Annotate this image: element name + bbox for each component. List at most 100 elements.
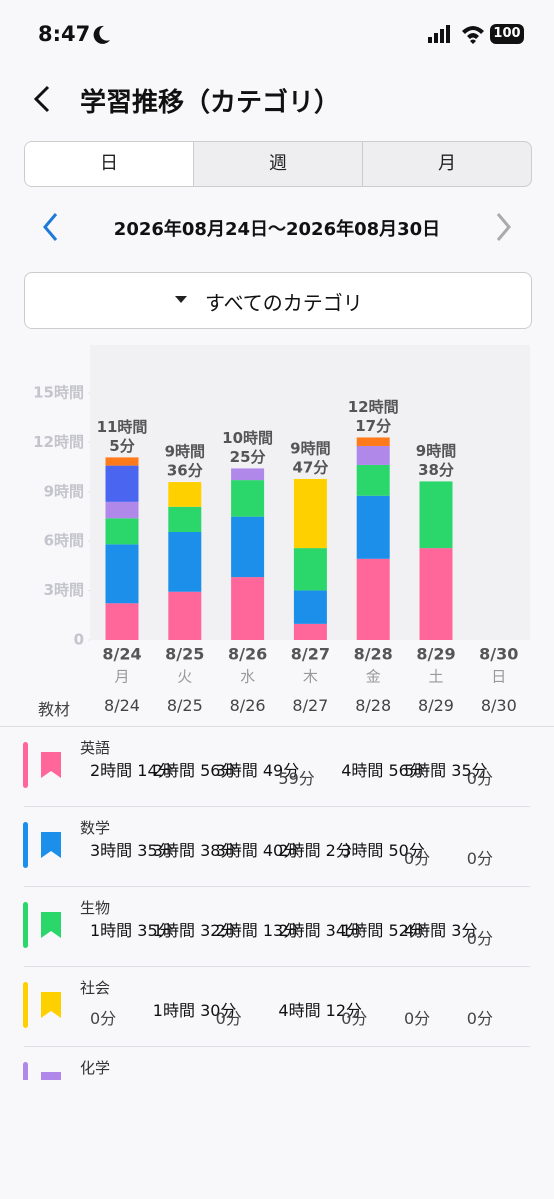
table-cell: 0分: [90, 1009, 117, 1028]
total-label: 10時間: [222, 429, 273, 447]
subject-name: 生物: [80, 899, 111, 917]
x-tick-label: 8/25: [165, 645, 204, 664]
row-divider: [24, 1046, 530, 1047]
bar-segment: [293, 590, 327, 624]
table-cell: 0分: [341, 1009, 368, 1028]
tab[interactable]: 日: [25, 142, 194, 186]
weekday-label: 水: [240, 668, 255, 686]
table-header: 8/30: [480, 696, 517, 715]
y-tick-label: 12時間: [33, 433, 84, 451]
table-cell: 4時間 3分: [404, 921, 478, 940]
bookmark-icon: [41, 912, 61, 938]
page-title: 学習推移（カテゴリ）: [80, 88, 341, 118]
table-header: 8/29: [418, 696, 454, 715]
weekday-label: 日: [491, 668, 506, 686]
y-tick-label: 15時間: [33, 384, 84, 402]
bar-segment: [356, 437, 390, 447]
row-color-bar: [23, 902, 28, 948]
bar-segment: [356, 446, 390, 465]
row-color-bar: [23, 742, 28, 788]
table-cell: 3時間 38分: [152, 841, 237, 860]
table-cell: 1時間 52分: [341, 921, 425, 940]
table-cell: 4時間 12分: [278, 1001, 363, 1020]
bar-segment: [231, 516, 265, 578]
weekday-label: 土: [428, 668, 443, 686]
bar-segment: [168, 482, 202, 507]
category-dropdown[interactable]: すべてのカテゴリ: [24, 272, 532, 329]
table-cell: 0分: [466, 1009, 493, 1028]
table-cell: 0分: [404, 1009, 431, 1028]
table-cell: 2時間 34分: [278, 921, 363, 940]
table: 教材 8/24 8/25 8/26 8/27 8/28 8/29 8/30 英語 2時間 14分 2…: [0, 690, 554, 1080]
weekday-label: 火: [177, 668, 192, 686]
y-tick-label: 3時間: [44, 581, 84, 599]
table-cell: 3時間 40分: [215, 841, 300, 860]
moon-icon: [93, 25, 110, 44]
table-header: 8/27: [292, 696, 329, 715]
table-cell: 3時間 50分: [341, 841, 425, 860]
row-color-bar: [23, 982, 28, 1028]
back-button[interactable]: [30, 84, 54, 114]
bar-segment: [105, 544, 139, 604]
table-cell: 0分: [466, 769, 493, 788]
divider: [0, 726, 554, 727]
total-label: 11時間: [97, 418, 148, 436]
weekday-label: 金: [366, 668, 381, 686]
table-cell: 1時間 35分: [90, 921, 174, 940]
table-cell: 0分: [215, 1009, 242, 1028]
total-label: 9時間: [416, 442, 456, 460]
subject-name: 数学: [80, 819, 111, 837]
y-tick-label: 0: [74, 631, 84, 649]
table-cell: 2時間 13分: [215, 921, 300, 940]
bar-segment: [105, 603, 139, 640]
table-header: 8/25: [166, 696, 203, 715]
table-cell: 0分: [404, 849, 431, 868]
dropdown-arrow: [175, 296, 187, 303]
bar-segment: [231, 480, 265, 517]
table-cell: 2時間 2分: [278, 841, 352, 860]
table-cell: 0分: [466, 849, 493, 868]
prev-button[interactable]: [40, 212, 62, 242]
bar-segment: [419, 481, 453, 549]
tab[interactable]: 週: [194, 142, 363, 186]
bookmark-icon: [41, 832, 61, 858]
bar-segment: [105, 465, 139, 502]
table-cell: 0分: [466, 929, 493, 948]
total-label: 36分: [167, 462, 203, 480]
total-label: 9時間: [290, 439, 330, 457]
table-cell: 1時間 32分: [152, 921, 237, 940]
bar-segment: [105, 501, 139, 519]
bookmark-icon: [41, 992, 61, 1018]
wifi-icon: [462, 26, 484, 44]
row-divider: [24, 806, 530, 807]
period-tabs: 日 週 月: [24, 141, 532, 187]
bar-segment: [356, 495, 390, 559]
total-label: 17分: [355, 417, 391, 435]
tab[interactable]: 月: [438, 153, 456, 174]
table-header: 8/24: [104, 696, 140, 715]
weekday-label: 月: [114, 668, 129, 686]
x-tick-label: 8/28: [354, 645, 393, 664]
date-range: 2026年08月24日〜2026年08月30日: [113, 219, 441, 240]
table-header: 8/28: [355, 696, 392, 715]
battery: 100: [490, 24, 524, 44]
subject-name: 英語: [80, 739, 111, 757]
table-cell: 2時間 14分: [90, 761, 174, 780]
table-header: 教材: [37, 700, 70, 719]
total-label: 25分: [230, 448, 266, 466]
x-tick-label: 8/30: [479, 645, 518, 664]
bar-segment: [293, 548, 327, 591]
row-divider: [24, 886, 530, 887]
x-tick-label: 8/26: [228, 645, 267, 664]
y-tick-label: 6時間: [44, 532, 84, 550]
bookmark-icon: [41, 752, 61, 778]
bar-segment: [419, 548, 453, 640]
table-cell: 5時間 35分: [404, 761, 488, 780]
bar-segment: [356, 464, 390, 496]
next-button[interactable]: [492, 212, 514, 242]
x-tick-label: 8/29: [416, 645, 455, 664]
weekday-label: 木: [303, 668, 318, 686]
total-label: 5分: [109, 437, 134, 455]
x-tick-label: 8/27: [291, 645, 330, 664]
